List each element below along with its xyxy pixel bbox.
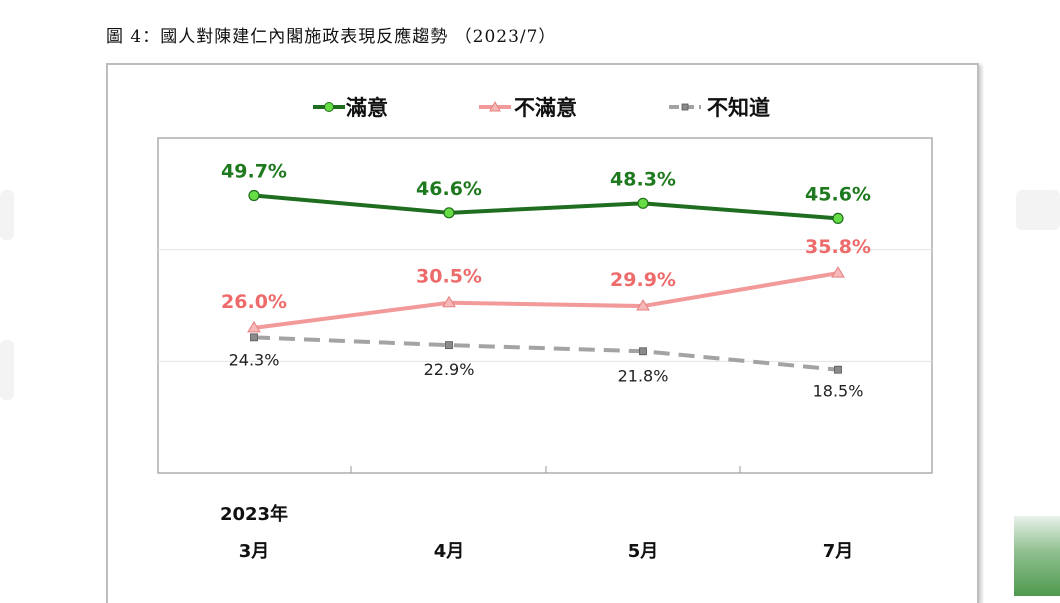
point-unknown-0 bbox=[250, 333, 258, 342]
background-green-patch bbox=[1014, 516, 1060, 596]
gridlines bbox=[158, 249, 932, 473]
data-labels: 49.7% 46.6% 48.3% 45.6% 26.0% 30.5% 29.9% 35.8%… bbox=[221, 161, 871, 401]
figure-caption: 圖 4：國人對陳建仁內閣施政表現反應趨勢 （2023/7） bbox=[106, 27, 557, 47]
series-line-2 bbox=[253, 335, 839, 372]
legend: 滿意 不滿意 不知道 bbox=[313, 96, 770, 120]
data-label-1-1: 30.5% bbox=[416, 266, 482, 288]
series-lines bbox=[247, 189, 845, 374]
legend-marker-2 bbox=[681, 103, 689, 111]
x-axis-year-label: 2023年 bbox=[220, 503, 288, 525]
point-dissatisfied-0 bbox=[247, 320, 261, 333]
point-unknown-1 bbox=[445, 341, 453, 350]
point-dissatisfied-2 bbox=[636, 299, 650, 311]
legend-label-1: 不滿意 bbox=[514, 96, 577, 120]
data-label-1-2: 29.9% bbox=[610, 269, 676, 291]
data-label-0-2: 48.3% bbox=[610, 168, 676, 190]
legend-label-0: 滿意 bbox=[346, 96, 388, 120]
data-label-1-3: 35.8% bbox=[805, 236, 871, 258]
data-label-2-3: 18.5% bbox=[813, 382, 864, 401]
point-dissatisfied-1 bbox=[442, 295, 456, 308]
legend-marker-0 bbox=[324, 102, 334, 112]
data-label-0-3: 45.6% bbox=[805, 183, 871, 205]
x-tick-label-3: 7月 bbox=[823, 541, 854, 562]
data-label-2-1: 22.9% bbox=[424, 360, 475, 379]
point-satisfied-1 bbox=[443, 207, 455, 219]
x-axis: 2023年 3月 4月 5月 7月 bbox=[220, 503, 853, 562]
series-line-0 bbox=[253, 193, 839, 221]
background-ghost-left bbox=[0, 190, 14, 240]
legend-marker-1 bbox=[489, 100, 501, 112]
data-label-0-0: 49.7% bbox=[221, 161, 287, 183]
data-label-2-0: 24.3% bbox=[229, 350, 280, 369]
point-unknown-2 bbox=[639, 347, 647, 356]
x-tick-label-1: 4月 bbox=[434, 541, 465, 562]
x-tick-label-2: 5月 bbox=[628, 541, 659, 562]
point-satisfied-3 bbox=[832, 212, 844, 224]
background-ghost-right bbox=[1016, 190, 1060, 230]
point-satisfied-2 bbox=[637, 197, 649, 209]
legend-label-2: 不知道 bbox=[707, 96, 770, 120]
x-tick-label-0: 3月 bbox=[239, 541, 270, 562]
background-ghost-left-lower bbox=[0, 340, 14, 400]
data-label-0-1: 46.6% bbox=[416, 178, 482, 200]
point-satisfied-0 bbox=[248, 189, 260, 202]
data-label-1-0: 26.0% bbox=[221, 291, 287, 313]
point-dissatisfied-3 bbox=[831, 266, 845, 278]
point-unknown-3 bbox=[834, 365, 842, 374]
series-line-1 bbox=[253, 271, 839, 330]
data-label-2-2: 21.8% bbox=[618, 366, 669, 385]
